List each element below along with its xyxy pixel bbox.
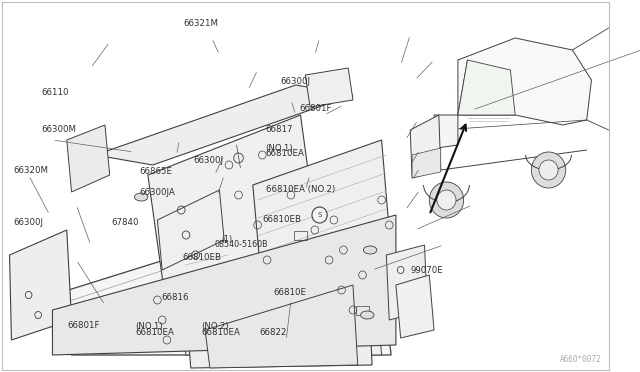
Polygon shape bbox=[157, 190, 224, 270]
Text: 66810EA (NO.2): 66810EA (NO.2) bbox=[266, 185, 335, 194]
Text: 66300J: 66300J bbox=[281, 77, 311, 86]
Circle shape bbox=[312, 207, 327, 223]
Polygon shape bbox=[52, 195, 391, 355]
Polygon shape bbox=[67, 125, 109, 192]
Text: 66300J: 66300J bbox=[13, 218, 44, 227]
Text: 66810EA: 66810EA bbox=[136, 328, 175, 337]
Polygon shape bbox=[205, 285, 358, 368]
Text: 66801F: 66801F bbox=[67, 321, 100, 330]
Circle shape bbox=[437, 190, 456, 210]
Polygon shape bbox=[396, 275, 434, 338]
Polygon shape bbox=[186, 255, 372, 368]
Circle shape bbox=[539, 160, 558, 180]
Text: 66816: 66816 bbox=[162, 293, 189, 302]
Text: S: S bbox=[317, 212, 322, 218]
Text: 66320M: 66320M bbox=[13, 166, 49, 175]
Polygon shape bbox=[458, 38, 591, 125]
Polygon shape bbox=[305, 68, 353, 107]
Text: 66810E: 66810E bbox=[273, 288, 307, 296]
Text: 66810EB: 66810EB bbox=[262, 215, 301, 224]
Polygon shape bbox=[253, 140, 396, 345]
Polygon shape bbox=[95, 85, 353, 165]
Text: 66300M: 66300M bbox=[42, 125, 77, 134]
Text: 66801F: 66801F bbox=[299, 104, 332, 113]
Text: 66810EA: 66810EA bbox=[202, 328, 241, 337]
Ellipse shape bbox=[360, 311, 374, 319]
Text: 66810EB: 66810EB bbox=[182, 253, 221, 262]
Text: 67840: 67840 bbox=[112, 218, 140, 227]
Circle shape bbox=[531, 152, 566, 188]
Text: (NO.1): (NO.1) bbox=[266, 144, 293, 153]
Polygon shape bbox=[387, 245, 428, 320]
Ellipse shape bbox=[134, 193, 148, 201]
Text: 66110: 66110 bbox=[42, 88, 69, 97]
Polygon shape bbox=[434, 115, 458, 148]
Text: (NO.1): (NO.1) bbox=[136, 322, 163, 331]
Text: A660*0072: A660*0072 bbox=[559, 355, 601, 364]
Polygon shape bbox=[148, 115, 324, 345]
Bar bbox=[356, 306, 369, 315]
Text: 66822: 66822 bbox=[259, 328, 287, 337]
Text: (1): (1) bbox=[221, 235, 233, 244]
Text: 66810EA: 66810EA bbox=[266, 149, 305, 158]
Bar bbox=[294, 231, 307, 240]
Polygon shape bbox=[10, 230, 72, 340]
Polygon shape bbox=[410, 115, 441, 178]
Text: 66817: 66817 bbox=[266, 125, 293, 134]
Text: 66300J: 66300J bbox=[193, 156, 223, 165]
Text: 08540-5160B: 08540-5160B bbox=[215, 240, 269, 249]
Text: 66300JA: 66300JA bbox=[140, 188, 175, 197]
Text: (NO.2): (NO.2) bbox=[202, 322, 229, 331]
Polygon shape bbox=[412, 148, 441, 178]
Text: 66321M: 66321M bbox=[183, 19, 218, 28]
Polygon shape bbox=[458, 60, 515, 115]
Ellipse shape bbox=[364, 246, 377, 254]
Polygon shape bbox=[52, 215, 396, 355]
Text: 99070E: 99070E bbox=[410, 266, 443, 275]
Text: 66865E: 66865E bbox=[140, 167, 172, 176]
Polygon shape bbox=[177, 235, 381, 355]
Circle shape bbox=[429, 182, 463, 218]
